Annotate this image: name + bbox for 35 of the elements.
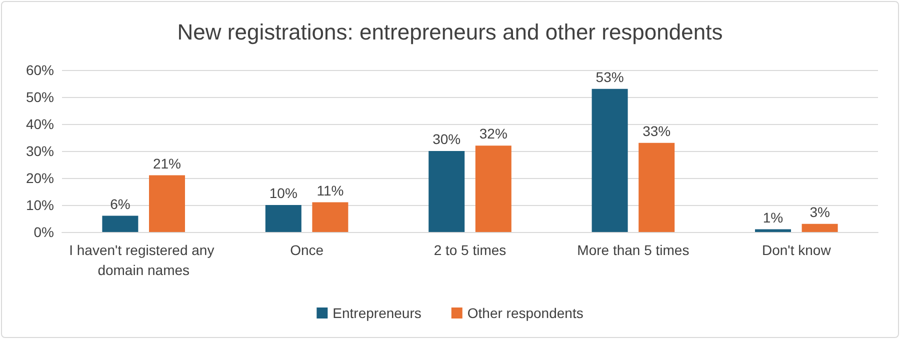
bar: [149, 175, 185, 232]
x-tick-label: Don't know: [762, 242, 832, 258]
bar: [802, 224, 838, 232]
y-tick-label: 40%: [26, 116, 54, 132]
y-tick-label: 30%: [26, 143, 54, 159]
x-tick-label: Once: [290, 242, 324, 258]
data-label: 33%: [642, 122, 671, 139]
data-label: 10%: [269, 185, 298, 201]
y-tick-label: 0%: [34, 224, 54, 240]
data-label: 3%: [810, 204, 830, 220]
bar: [428, 151, 465, 232]
data-label: 32%: [479, 126, 508, 142]
bar: [755, 229, 791, 232]
data-label: 1%: [762, 209, 784, 226]
data-label: 6%: [110, 196, 130, 212]
x-tick-label: More than 5 times: [577, 242, 690, 258]
data-label: 21%: [152, 155, 182, 172]
data-label: 11%: [316, 182, 344, 198]
bar: [592, 88, 628, 232]
x-tick-label: I haven't registered any domain names: [69, 242, 218, 278]
data-label: 30%: [432, 131, 461, 147]
data-label: 53%: [596, 68, 624, 85]
bar: [312, 202, 348, 232]
chart-title: New registrations: entrepreneurs and other respondents: [177, 20, 723, 44]
bar: [265, 205, 302, 232]
bar: [102, 216, 138, 232]
legend-label: Entrepreneurs: [332, 305, 422, 321]
bar: [638, 142, 675, 232]
y-tick-label: 10%: [26, 197, 54, 213]
legend-label: Other respondents: [467, 305, 584, 321]
x-tick-label: 2 to 5 times: [434, 242, 506, 258]
y-tick-label: 20%: [26, 170, 54, 186]
y-tick-label: 60%: [26, 62, 54, 78]
bar: [475, 146, 512, 232]
y-tick-label: 50%: [26, 89, 54, 105]
